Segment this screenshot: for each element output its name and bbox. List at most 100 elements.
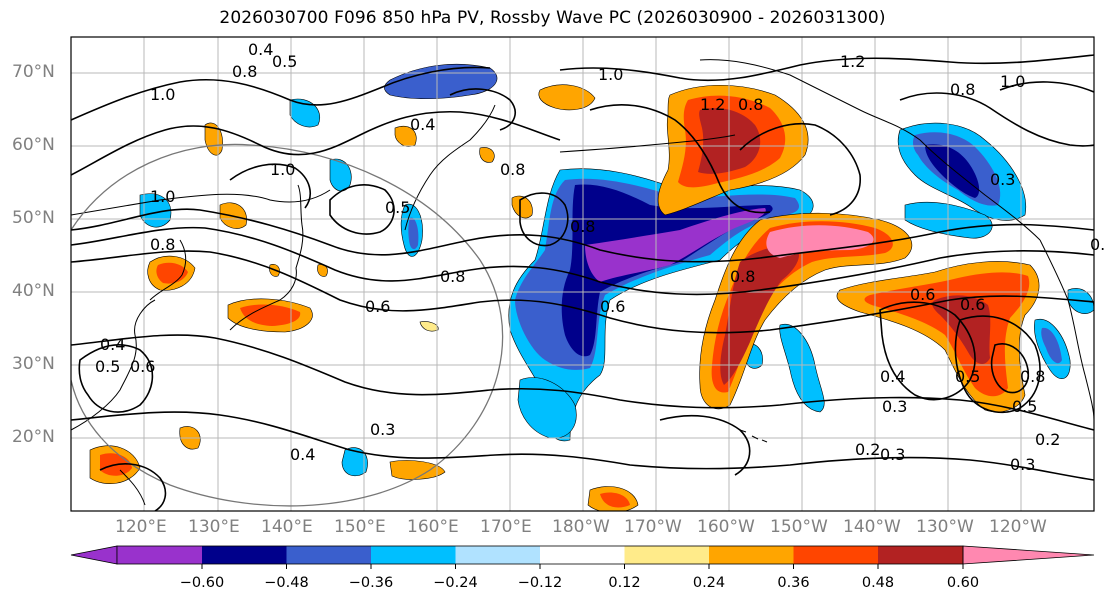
japan-south-red [240,304,301,326]
colorbar-tick-marks [201,564,964,569]
contour-4 [71,334,1094,431]
contour-label: 1.2 [840,52,865,71]
contour-21 [99,463,167,511]
okhotsk-lightblue [289,98,320,128]
tropic-orange-3 [389,460,446,480]
contour-label: 0.6 [365,297,390,316]
lon-label: 160°W [697,517,755,537]
graticule [71,37,1094,511]
contour-label: 1.0 [598,65,623,84]
contour-10 [739,122,861,216]
colorbar-tick-label: 0.60 [946,575,980,591]
contour-label: 1.2 [700,95,725,114]
subtropic-lightblue-1 [517,377,577,439]
contour-label: 0.8 [232,62,257,81]
contour-label: 0.8 [950,80,975,99]
colorbar-segment [455,546,540,564]
contour-12 [329,184,395,235]
contour-label: 0.3 [882,397,907,416]
colorbar-tick-label: −0.60 [179,575,225,591]
negative-anomaly-shading [139,63,1094,477]
philippines [119,469,146,506]
japan-coast [229,184,304,331]
contour-label: 1.0 [1000,72,1025,91]
colorbar-tick-label: 0.36 [777,575,810,591]
colorbar-tick-label: −0.12 [517,575,563,591]
korea-red [156,262,188,284]
contour-label: 0.5 [385,198,410,217]
colorbar-segment [793,546,878,564]
contour-20 [659,414,751,476]
lat-label: 50°N [12,208,55,228]
china-coast [71,299,156,431]
contour-label: 0.4 [290,445,315,464]
small-yellow-1 [419,321,439,332]
contour-2 [71,226,1094,296]
contour-1 [71,208,1094,263]
lat-label: 40°N [12,281,55,301]
contour-label: 0.6 [600,297,625,316]
colorbar-right-arrow [962,545,1095,565]
colorbar-tick-label: 0.12 [608,575,641,591]
lon-label: 140°E [261,517,313,537]
colorbar-tick-label: 0.48 [861,575,895,591]
contour-label: 0.5 [272,52,297,71]
contour-label: 0.2 [855,440,880,459]
colorbar-segment [286,546,371,564]
asia-north-coast [71,189,331,216]
contour-label: 0.8 [730,267,755,286]
lon-label: 150°E [334,517,386,537]
lon-label: 140°W [843,517,901,537]
contour-3 [71,250,1094,334]
na-west-coast [1039,239,1094,421]
colorbar-segment [878,546,963,564]
contour-label: 0.4 [100,335,125,354]
subtropic-lightblue-4 [341,447,368,477]
contour-15 [990,343,1030,394]
kamchatka-coast [404,104,496,231]
contour-label: 1.0 [150,187,175,206]
contour-label: 0.3 [880,445,905,464]
contour-13 [879,301,976,401]
colorbar-segment [371,546,456,564]
korea-coast [149,239,187,301]
aleutians [559,134,736,153]
map-frame [70,36,1095,512]
contour-label: 0.6 [960,295,985,314]
central-ridge-pink [766,225,874,258]
lon-label: 130°E [188,517,240,537]
contour-label: 1.0 [150,85,175,104]
ne-ridge-darkred [932,295,991,364]
bering-orange [479,147,495,163]
small-orange-5 [511,195,533,219]
colorbar-segment [202,546,287,564]
contour-label: 0.4 [248,40,273,59]
contour-17 [999,81,1094,93]
lat-label: 20°N [12,427,55,447]
contour-14 [954,315,1041,414]
kuril-lightblue [329,158,352,192]
contour-label: 0.4 [410,115,435,134]
chart-title: 2026030700 F096 850 hPa PV, Rossby Wave … [219,8,886,28]
lon-label: 160°E [407,517,459,537]
colorbar-tick-label: −0.24 [433,575,478,591]
colorbar-tick-label: 0.24 [692,575,726,591]
colorbar-left-arrow [70,545,118,565]
lat-label: 60°N [12,135,55,155]
contour-label: 0.5 [95,357,120,376]
reference-circle [71,143,504,507]
contour-label: 0.6 [130,357,155,376]
central-ridge-darkred [720,245,800,385]
contour-label: 0.3 [1010,455,1035,474]
contour-19 [229,163,311,209]
colorbar-tick-label: −0.36 [348,575,394,591]
kamchatka-blue [408,217,419,250]
contour-label: 1.0 [270,160,295,179]
coastlines [71,59,1094,506]
colorbar-segment [117,546,202,564]
contour-label: 0.8 [150,235,175,254]
contour-6 [71,110,561,176]
contour-label: 0.6 [910,285,935,304]
contour-label: 0.8 [570,217,595,236]
